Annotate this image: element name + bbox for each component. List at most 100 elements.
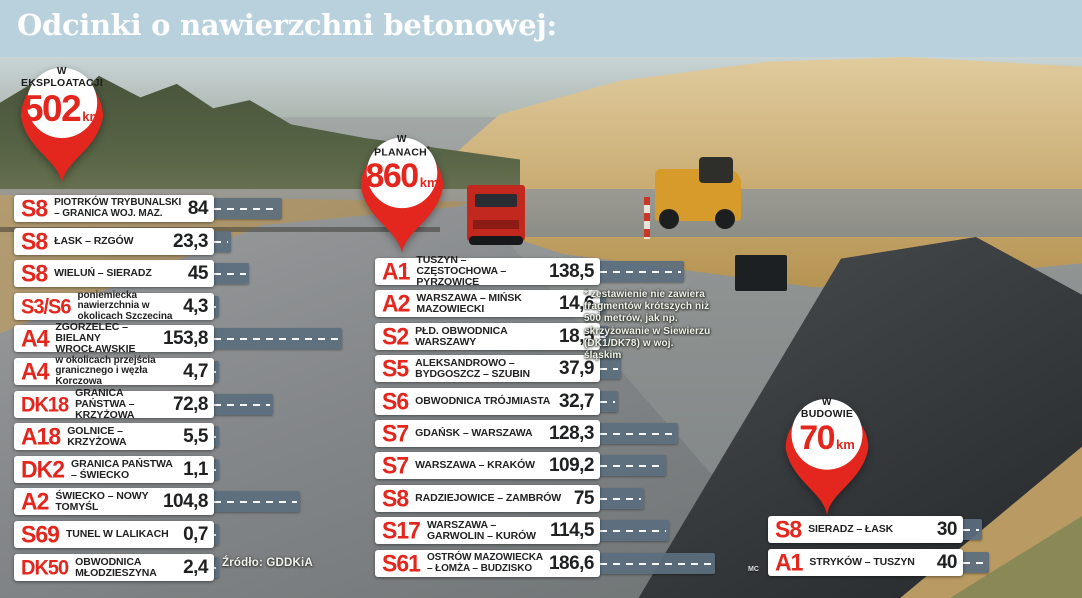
- km-value: 72,8: [173, 393, 208, 415]
- road-number: S6: [382, 387, 409, 415]
- road-section-box: S3/S6 poniemiecka nawierzchnia w okolicac…: [14, 289, 214, 322]
- pin-label-prefix: W: [822, 397, 832, 408]
- road-section-box: A4 w okolicach przejścia granicznego i wę…: [14, 354, 214, 387]
- route-name: WARSZAWA – GARWOLIN – KURÓW: [426, 518, 536, 542]
- route-name: GRANICA PAŃSTWA – KRZYŻOWA: [75, 387, 135, 421]
- km-value: 104,8: [162, 490, 209, 512]
- road-section-box: S8 PIOTRKÓW TRYBUNALSKI – GRANICA WOJ. MA…: [14, 195, 214, 222]
- road-number: S3/S6: [21, 294, 71, 319]
- road-section-box: S6 OBWODNICA TRÓJMIASTA 32,7: [375, 388, 600, 415]
- km-bar: [211, 491, 300, 512]
- road-section-box: DK18 GRANICA PAŃSTWA – KRZYŻOWA 72,8: [14, 387, 214, 421]
- yellow-roller-machine: [655, 157, 741, 229]
- km-value: 1,1: [183, 458, 208, 480]
- road-section-row: A2 WARSZAWA – MIŃSK MAZOWIECKI 14,6: [375, 290, 606, 317]
- road-section-row: S69 TUNEL W LALIKACH 0,7: [14, 521, 219, 548]
- road-number: S8: [382, 484, 409, 512]
- route-name: SIERADZ – ŁASK: [808, 523, 894, 536]
- pin-km-unit: km: [419, 175, 439, 191]
- pin-label-prefix: W: [397, 134, 407, 145]
- km-value: 4,3: [183, 295, 208, 317]
- route-name: ZGORZELEC – BIELANY WROCŁAWSKIE: [55, 321, 136, 355]
- route-name: STRYKÓW – TUSZYN: [809, 556, 915, 569]
- road-number: S8: [21, 227, 48, 255]
- header-band: [0, 0, 1082, 57]
- route-name: w okolicach przejścia granicznego i węzł…: [55, 354, 156, 387]
- route-name: GRANICA PAŃSTWA – ŚWIECKO: [71, 457, 173, 481]
- pin-under-construction: W BUDOWIE 70 km: [776, 387, 878, 517]
- road-number: S8: [21, 259, 48, 287]
- pin-label: BUDOWIE: [800, 407, 854, 420]
- road-number: A2: [21, 487, 49, 515]
- road-section-row: A1 TUSZYN – CZĘSTOCHOWA – PYRZOWICE 138,5: [375, 254, 684, 288]
- road-number: A4: [21, 357, 49, 385]
- striped-marker-pole: [644, 197, 650, 239]
- km-bar: [211, 263, 249, 284]
- road-number: S8: [21, 194, 48, 222]
- road-section-box: S8 SIERADZ – ŁASK 30: [768, 516, 963, 543]
- road-section-box: S8 ŁASK – RZGÓW 23,3: [14, 228, 214, 255]
- km-value: 37,9: [559, 357, 594, 379]
- road-section-row: DK2 GRANICA PAŃSTWA – ŚWIECKO 1,1: [14, 456, 219, 483]
- road-section-box: DK50 OBWODNICA MŁODZIESZYNA 2,4: [14, 554, 214, 581]
- road-section-row: DK18 GRANICA PAŃSTWA – KRZYŻOWA 72,8: [14, 387, 273, 421]
- road-number: S61: [382, 549, 421, 577]
- route-name: OBWODNICA TRÓJMIASTA: [415, 395, 551, 408]
- road-number: DK18: [21, 392, 69, 417]
- pin-km-value: 70: [799, 418, 835, 457]
- km-bar: [597, 520, 669, 541]
- road-section-box: A1 TUSZYN – CZĘSTOCHOWA – PYRZOWICE 138,5: [375, 254, 600, 288]
- km-bar: [597, 261, 684, 282]
- km-bar: [597, 326, 609, 347]
- route-name: TUSZYN – CZĘSTOCHOWA – PYRZOWICE: [416, 254, 507, 288]
- km-bar: [960, 552, 989, 573]
- road-section-row: A18 GOLNICE – KRZYŻOWA 5,5: [14, 423, 219, 450]
- km-value: 45: [187, 262, 209, 284]
- km-bar: [597, 293, 606, 314]
- road-section-row: S61 OSTRÓW MAZOWIECKA – ŁOMŻA – BUDZISKO 1…: [375, 550, 715, 577]
- pin-text: W BUDOWIE 70 km: [776, 397, 878, 457]
- km-bar: [597, 391, 618, 412]
- map-pin-icon: [20, 67, 104, 184]
- road-section-box: S5 ALEKSANDROWO – BYDGOSZCZ – SZUBIN 37,9: [375, 355, 600, 382]
- road-section-box: A2 WARSZAWA – MIŃSK MAZOWIECKI 14,6: [375, 290, 600, 317]
- road-number: DK50: [21, 555, 69, 580]
- km-bar: [597, 455, 666, 476]
- road-number: S7: [382, 419, 409, 447]
- road-section-row: S8 ŁASK – RZGÓW 23,3: [14, 228, 231, 255]
- route-name: GDAŃSK – WARSZAWA: [415, 427, 533, 440]
- road-section-row: S8 SIERADZ – ŁASK 30: [768, 516, 982, 543]
- road-section-row: S17 WARSZAWA – GARWOLIN – KURÓW 114,5: [375, 517, 669, 544]
- km-bar: [960, 519, 982, 540]
- footnote: * zestawienie nie zawiera fragmentów kró…: [584, 289, 711, 361]
- red-truck: [467, 185, 525, 245]
- road-section-box: S8 WIELUŃ – SIERADZ 45: [14, 260, 214, 287]
- road-section-row: S5 ALEKSANDROWO – BYDGOSZCZ – SZUBIN 37,9: [375, 355, 621, 382]
- road-section-row: A4 ZGORZELEC – BIELANY WROCŁAWSKIE 153,8: [14, 321, 342, 355]
- pin-planned: W PLANACH* 860 km: [353, 124, 451, 257]
- km-value: 128,3: [548, 422, 595, 444]
- pin-km-value: 502: [22, 87, 82, 129]
- road-section-box: S69 TUNEL W LALIKACH 0,7: [14, 521, 214, 548]
- road-section-box: S2 PŁD. OBWODNICA WARSZAWY 18,5: [375, 323, 600, 350]
- km-bar: [211, 557, 219, 578]
- km-value: 18,5: [559, 325, 594, 347]
- km-bar: [211, 198, 282, 219]
- route-name: ŚWIECKO – NOWY TOMYŚL: [55, 489, 149, 513]
- km-bar: [211, 524, 219, 545]
- km-bar: [211, 328, 342, 349]
- road-section-box: A1 STRYKÓW – TUSZYN 40: [768, 549, 963, 576]
- road-section-row: A4 w okolicach przejścia granicznego i wę…: [14, 354, 219, 387]
- road-number: S2: [382, 322, 409, 350]
- km-value: 153,8: [162, 327, 209, 349]
- road-section-box: S17 WARSZAWA – GARWOLIN – KURÓW 114,5: [375, 517, 600, 544]
- road-number: A2: [382, 289, 410, 317]
- road-section-row: A1 STRYKÓW – TUSZYN 40: [768, 549, 989, 576]
- km-value: 23,3: [173, 230, 208, 252]
- route-name: poniemiecka nawierzchnia w okolicach Szc…: [77, 289, 173, 322]
- road-section-row: S6 OBWODNICA TRÓJMIASTA 32,7: [375, 388, 618, 415]
- km-value: 40: [936, 551, 958, 573]
- km-value: 32,7: [559, 390, 594, 412]
- road-section-box: S61 OSTRÓW MAZOWIECKA – ŁOMŻA – BUDZISKO 1…: [375, 550, 600, 577]
